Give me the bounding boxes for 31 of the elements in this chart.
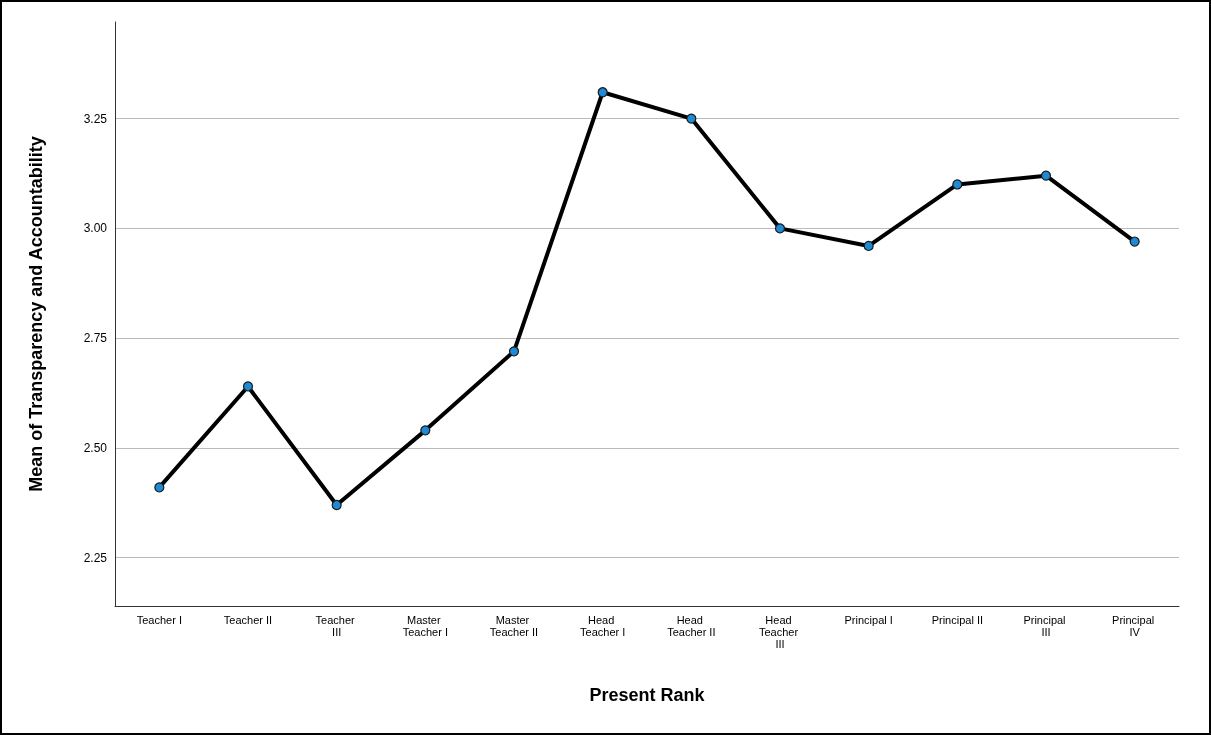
point xyxy=(686,113,697,124)
x-tick-label: Teacher I xyxy=(136,614,182,626)
x-tick-label: Master Teacher II xyxy=(489,614,539,638)
y-tick-label: 3.25 xyxy=(83,111,108,126)
point xyxy=(331,499,342,511)
y-tick-label: 2.75 xyxy=(83,331,108,346)
x-axis-title: Present Rank xyxy=(589,685,706,705)
y-axis-title: Mean of Transparency and Accountability xyxy=(26,136,46,492)
point xyxy=(774,223,786,234)
x-tick-label: Principal IV xyxy=(1112,614,1158,638)
point xyxy=(597,87,608,98)
point xyxy=(242,381,254,392)
point xyxy=(420,425,431,436)
x-tick-label: Teacher II xyxy=(223,614,273,626)
point xyxy=(1040,170,1052,181)
x-tick-label: Head Teacher II xyxy=(667,614,716,638)
point xyxy=(154,482,165,493)
x-tick-label: Head Teacher III xyxy=(758,614,802,650)
point xyxy=(863,240,874,252)
point xyxy=(1129,236,1140,247)
y-tick-label: 2.25 xyxy=(83,550,108,565)
x-tick-label: Master Teacher I xyxy=(402,614,448,638)
x-tick-label: Principal III xyxy=(1023,614,1069,638)
y-tick-label: 3.00 xyxy=(83,221,108,236)
x-tick-label: Principal II xyxy=(931,614,984,626)
x-tick-label: Principal I xyxy=(844,614,893,626)
y-tick-label: 2.50 xyxy=(83,440,108,455)
x-tick-label: Head Teacher I xyxy=(580,614,626,638)
point xyxy=(952,179,963,190)
point xyxy=(508,346,520,357)
x-tick-label: Teacher III xyxy=(315,614,358,638)
